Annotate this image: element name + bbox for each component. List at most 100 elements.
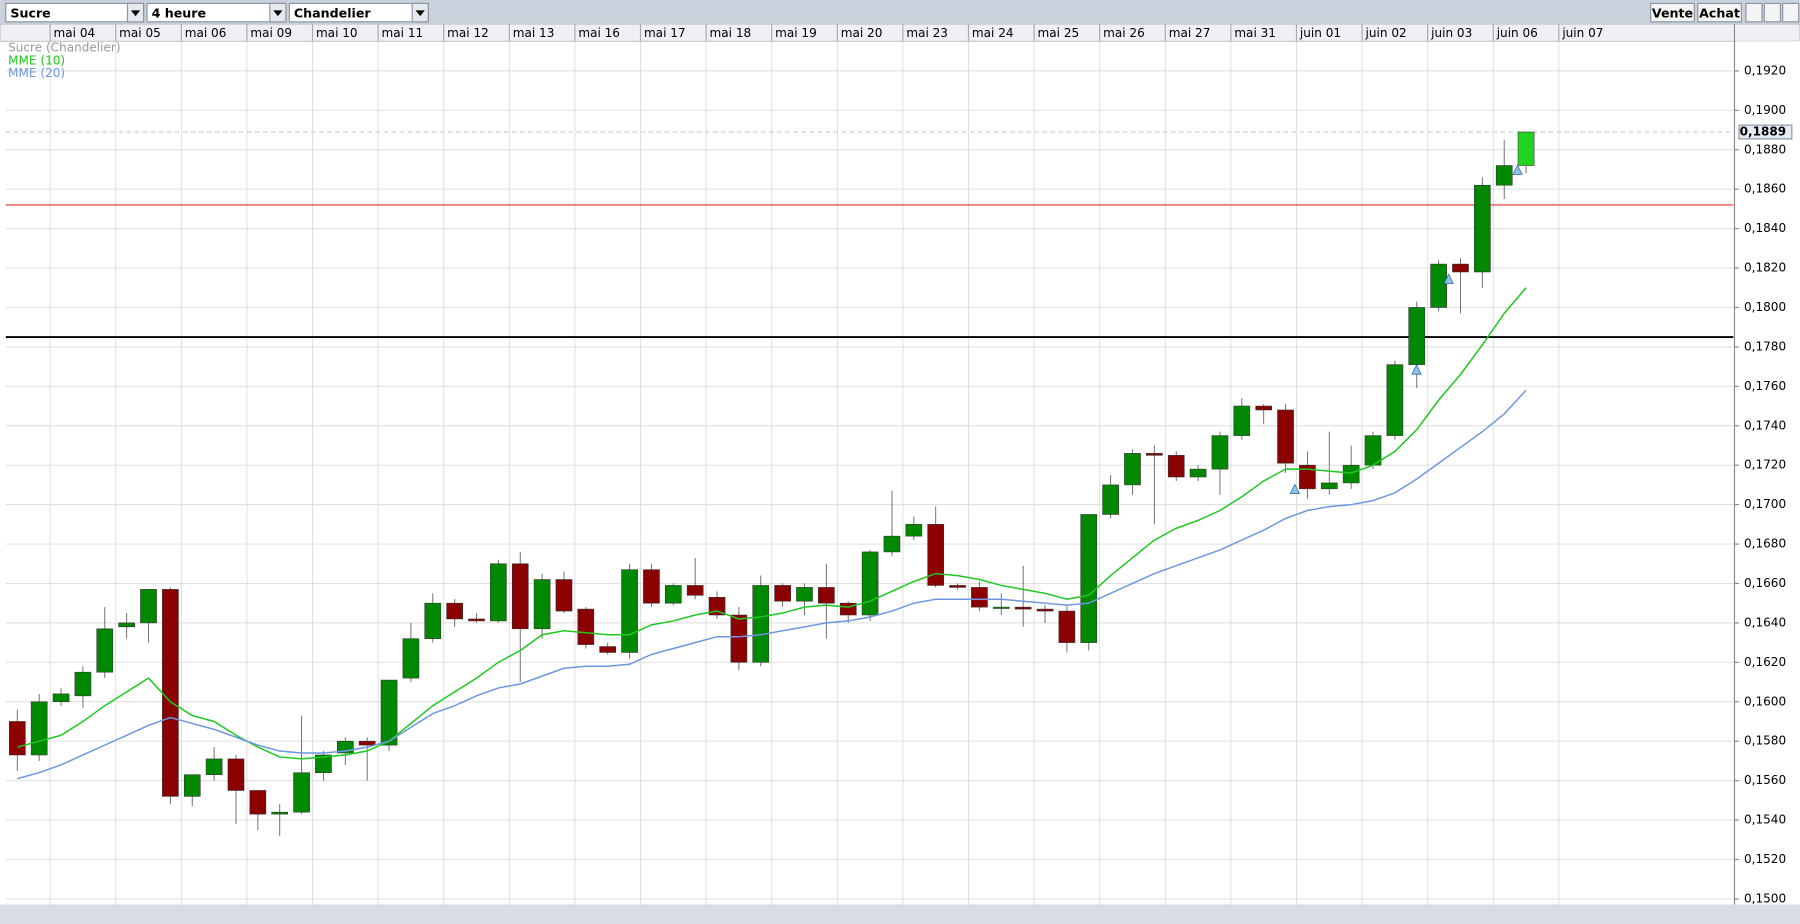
sell-text: Vente (1652, 5, 1693, 20)
y-tick-label: 0,1620 (1744, 655, 1786, 669)
buy-button[interactable] (1697, 2, 1742, 23)
y-tick-label: 0,1500 (1744, 891, 1786, 905)
x-tick-label: mai 26 (1103, 26, 1145, 40)
candle-body (118, 622, 135, 628)
y-tick-label: 0,1680 (1744, 537, 1786, 551)
candle-body (490, 563, 507, 622)
x-tick-label: mai 10 (316, 26, 358, 40)
candle-body (818, 587, 835, 604)
y-tick-label: 0,1820 (1744, 261, 1786, 275)
y-tick-label: 0,1800 (1744, 300, 1786, 314)
candle-body (1386, 364, 1404, 436)
candle-body (380, 679, 398, 746)
moving-average (17, 287, 1527, 760)
candle-body (336, 740, 354, 754)
candle-body (1146, 453, 1163, 456)
candle-body (555, 579, 573, 612)
candle-body (1452, 263, 1469, 273)
tool-button[interactable] (1745, 2, 1763, 23)
x-tick-label: mai 25 (1038, 26, 1080, 40)
signal-marker (1411, 364, 1422, 375)
style-text: Chandelier (294, 5, 371, 20)
last-price-label: 0,1889 (1740, 125, 1787, 139)
x-tick-label: mai 05 (119, 26, 161, 40)
candle-body (1320, 482, 1338, 490)
dropdown-arrow (130, 10, 141, 17)
buy-text: Achat (1699, 5, 1740, 20)
tool-button[interactable] (1782, 2, 1800, 23)
y-tick-label: 0,1700 (1744, 497, 1786, 511)
y-tick-label: 0,1600 (1744, 694, 1786, 708)
candle-body (686, 585, 704, 596)
candle-body (183, 774, 201, 797)
candle-body (1408, 307, 1426, 365)
candle-body (599, 646, 617, 653)
x-tick-label: mai 11 (382, 26, 424, 40)
dropdown-arrow (415, 10, 425, 17)
y-tick-label: 0,1860 (1744, 182, 1786, 196)
candle-body (74, 671, 92, 697)
candle-body (643, 569, 660, 604)
x-tick-label: juin 07 (1561, 26, 1603, 40)
candle-body (9, 721, 26, 756)
candle-body (402, 638, 420, 679)
x-tick-label: mai 13 (513, 26, 555, 40)
candle-body (96, 628, 114, 673)
candle-body (315, 754, 332, 774)
candle-body (992, 606, 1010, 609)
candle-body (533, 579, 551, 630)
sell-button[interactable] (1650, 2, 1695, 23)
y-tick-label: 0,1660 (1744, 576, 1786, 590)
candle-body (424, 602, 442, 639)
candle-body (1430, 263, 1447, 308)
candle-body (1058, 610, 1076, 643)
x-tick-label: mai 17 (644, 26, 686, 40)
legend-entry: MME (10) (8, 53, 65, 67)
candle-body (1364, 435, 1382, 466)
candle-body (1299, 464, 1316, 490)
candle-body (271, 811, 289, 815)
x-tick-label: mai 18 (710, 26, 752, 40)
price-axis (1735, 41, 1800, 905)
candle-body (1036, 608, 1054, 612)
dropdown-arrow (273, 10, 283, 17)
candle-body (227, 758, 245, 791)
x-tick-label: mai 20 (841, 26, 883, 40)
x-tick-label: juin 02 (1365, 26, 1407, 40)
x-tick-label: mai 09 (250, 26, 292, 40)
y-tick-label: 0,1760 (1744, 379, 1786, 393)
candle-body (774, 585, 791, 602)
candle-body (730, 614, 748, 663)
candle-body (52, 693, 70, 703)
legend-entry: MME (20) (8, 66, 65, 80)
candle-body (1277, 409, 1294, 464)
x-tick-label: mai 16 (578, 26, 620, 40)
plot-area (5, 24, 1734, 907)
candle-body (708, 596, 726, 616)
candle-body (621, 569, 638, 653)
candle-body (883, 535, 901, 553)
tool-button[interactable] (1763, 2, 1781, 23)
candle-body (1167, 455, 1185, 478)
candle-body (861, 551, 879, 616)
y-tick-label: 0,1720 (1744, 458, 1786, 472)
y-tick-label: 0,1560 (1744, 773, 1786, 787)
x-tick-label: mai 12 (447, 26, 489, 40)
y-tick-label: 0,1540 (1744, 813, 1786, 827)
candle-body (1080, 514, 1098, 643)
candle-body (1189, 468, 1207, 478)
candle-body (1124, 453, 1141, 486)
candle-body (1474, 184, 1491, 273)
candle-body (796, 587, 813, 602)
candle-body (1233, 405, 1251, 436)
last-price-tag (1738, 124, 1793, 140)
period-text: 4 heure (152, 5, 206, 20)
candle-body (1495, 165, 1513, 186)
candle-body (664, 585, 682, 604)
candle-body (1255, 405, 1273, 411)
y-tick-label: 0,1520 (1744, 852, 1786, 866)
y-tick-label: 0,1740 (1744, 418, 1786, 432)
candle-body (839, 602, 857, 616)
candle-body (446, 602, 463, 620)
